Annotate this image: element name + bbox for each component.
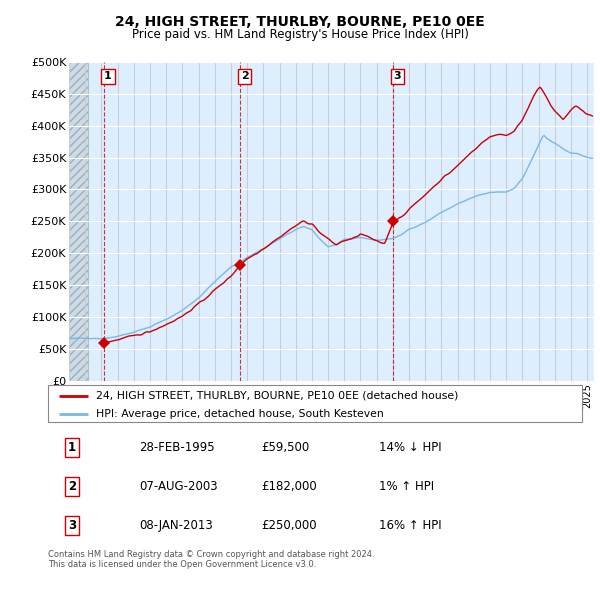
Text: HPI: Average price, detached house, South Kesteven: HPI: Average price, detached house, Sout… bbox=[96, 409, 384, 419]
Text: £59,500: £59,500 bbox=[262, 441, 310, 454]
Text: 1: 1 bbox=[104, 71, 112, 81]
Text: 08-JAN-2013: 08-JAN-2013 bbox=[139, 519, 212, 532]
Text: 1: 1 bbox=[68, 441, 76, 454]
Text: 3: 3 bbox=[394, 71, 401, 81]
Text: 28-FEB-1995: 28-FEB-1995 bbox=[139, 441, 214, 454]
Text: 3: 3 bbox=[68, 519, 76, 532]
Text: Price paid vs. HM Land Registry's House Price Index (HPI): Price paid vs. HM Land Registry's House … bbox=[131, 28, 469, 41]
Text: 1% ↑ HPI: 1% ↑ HPI bbox=[379, 480, 434, 493]
Text: Contains HM Land Registry data © Crown copyright and database right 2024.
This d: Contains HM Land Registry data © Crown c… bbox=[48, 550, 374, 569]
Text: 2: 2 bbox=[241, 71, 248, 81]
Bar bbox=[69, 62, 88, 381]
Text: 2: 2 bbox=[68, 480, 76, 493]
Text: £250,000: £250,000 bbox=[262, 519, 317, 532]
Text: £182,000: £182,000 bbox=[262, 480, 317, 493]
Text: 07-AUG-2003: 07-AUG-2003 bbox=[139, 480, 217, 493]
Text: 14% ↓ HPI: 14% ↓ HPI bbox=[379, 441, 442, 454]
Bar bbox=[69, 62, 88, 381]
Text: 24, HIGH STREET, THURLBY, BOURNE, PE10 0EE: 24, HIGH STREET, THURLBY, BOURNE, PE10 0… bbox=[115, 15, 485, 29]
Text: 24, HIGH STREET, THURLBY, BOURNE, PE10 0EE (detached house): 24, HIGH STREET, THURLBY, BOURNE, PE10 0… bbox=[96, 391, 458, 401]
FancyBboxPatch shape bbox=[48, 385, 582, 422]
Text: 16% ↑ HPI: 16% ↑ HPI bbox=[379, 519, 442, 532]
